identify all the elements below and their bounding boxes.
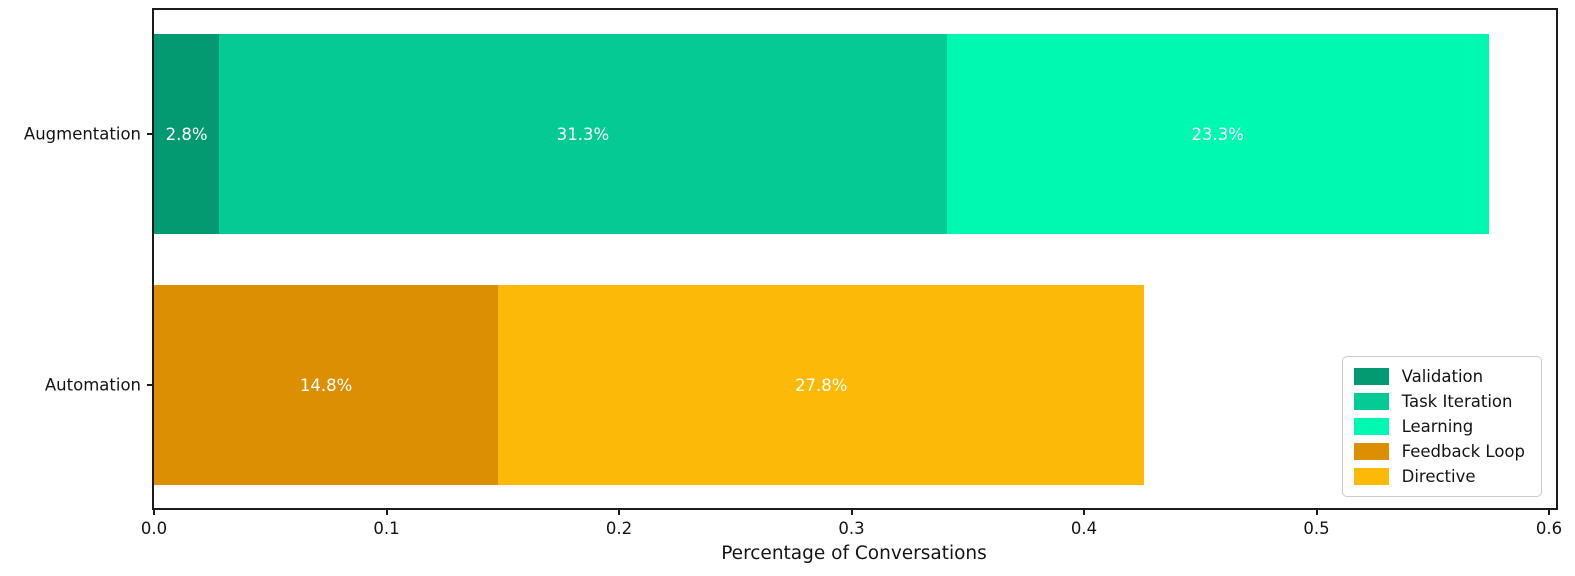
bar-automation: 14.8% 27.8%	[154, 285, 1556, 485]
xtick-label: 0.5	[1303, 519, 1330, 538]
ytick-label-automation: Automation	[44, 375, 141, 395]
ytick-mark	[147, 133, 154, 135]
xtick-label: 0.2	[605, 519, 633, 538]
bar-segment-directive: 27.8%	[498, 285, 1145, 485]
legend-label: Task Iteration	[1401, 392, 1513, 411]
bar-segment-task-iteration: 31.3%	[219, 34, 947, 234]
legend-label: Directive	[1401, 467, 1476, 486]
legend-entry-feedback-loop: Feedback Loop	[1353, 439, 1525, 464]
bar-segment-validation: 2.8%	[154, 34, 220, 234]
xtick-mark	[1315, 508, 1318, 515]
xtick-label: 0.3	[838, 519, 865, 538]
xtick-label: 0.1	[373, 519, 400, 538]
xtick-mark	[153, 508, 155, 515]
legend-entry-learning: Learning	[1353, 414, 1525, 439]
bar-segment-value-label: 31.3%	[556, 124, 610, 144]
bar-segment-learning: 23.3%	[946, 34, 1489, 234]
legend-label: Learning	[1401, 417, 1474, 436]
legend-entry-validation: Validation	[1353, 364, 1525, 389]
bar-segment-value-label: 2.8%	[165, 124, 208, 144]
bar-segment-value-label: 27.8%	[795, 375, 848, 395]
bar-augmentation: 2.8% 31.3% 23.3%	[154, 34, 1556, 234]
xtick-label: 0.6	[1535, 519, 1563, 538]
xtick-label: 0.4	[1070, 519, 1098, 538]
legend-swatch-feedback-loop	[1353, 443, 1389, 460]
xtick-mark	[385, 508, 388, 515]
legend-swatch-learning	[1353, 418, 1389, 435]
bar-segment-value-label: 14.8%	[299, 375, 353, 395]
ytick-mark	[147, 384, 154, 386]
xtick-mark	[1548, 508, 1551, 515]
xtick-mark	[618, 508, 620, 515]
legend-entry-directive: Directive	[1353, 464, 1525, 489]
legend-swatch-directive	[1353, 468, 1389, 485]
bar-segment-value-label: 23.3%	[1191, 124, 1244, 144]
xtick-mark	[1083, 508, 1086, 515]
legend-label: Validation	[1401, 367, 1484, 386]
legend-label: Feedback Loop	[1401, 442, 1525, 461]
legend: Validation Task Iteration Learning Feedback…	[1341, 356, 1542, 497]
xtick-label: 0.0	[140, 519, 168, 538]
x-axis-label: Percentage of Conversations	[721, 543, 987, 564]
ytick-label-augmentation: Augmentation	[23, 124, 141, 144]
legend-swatch-validation	[1353, 368, 1389, 385]
legend-entry-task-iteration: Task Iteration	[1353, 389, 1525, 414]
bar-segment-feedback-loop: 14.8%	[154, 285, 499, 485]
plot-area: 2.8% 31.3% 23.3% Augmentation 14.8% 27.8% Auto…	[24, 8, 1562, 538]
xtick-mark	[850, 508, 853, 515]
legend-swatch-task-iteration	[1353, 393, 1389, 410]
